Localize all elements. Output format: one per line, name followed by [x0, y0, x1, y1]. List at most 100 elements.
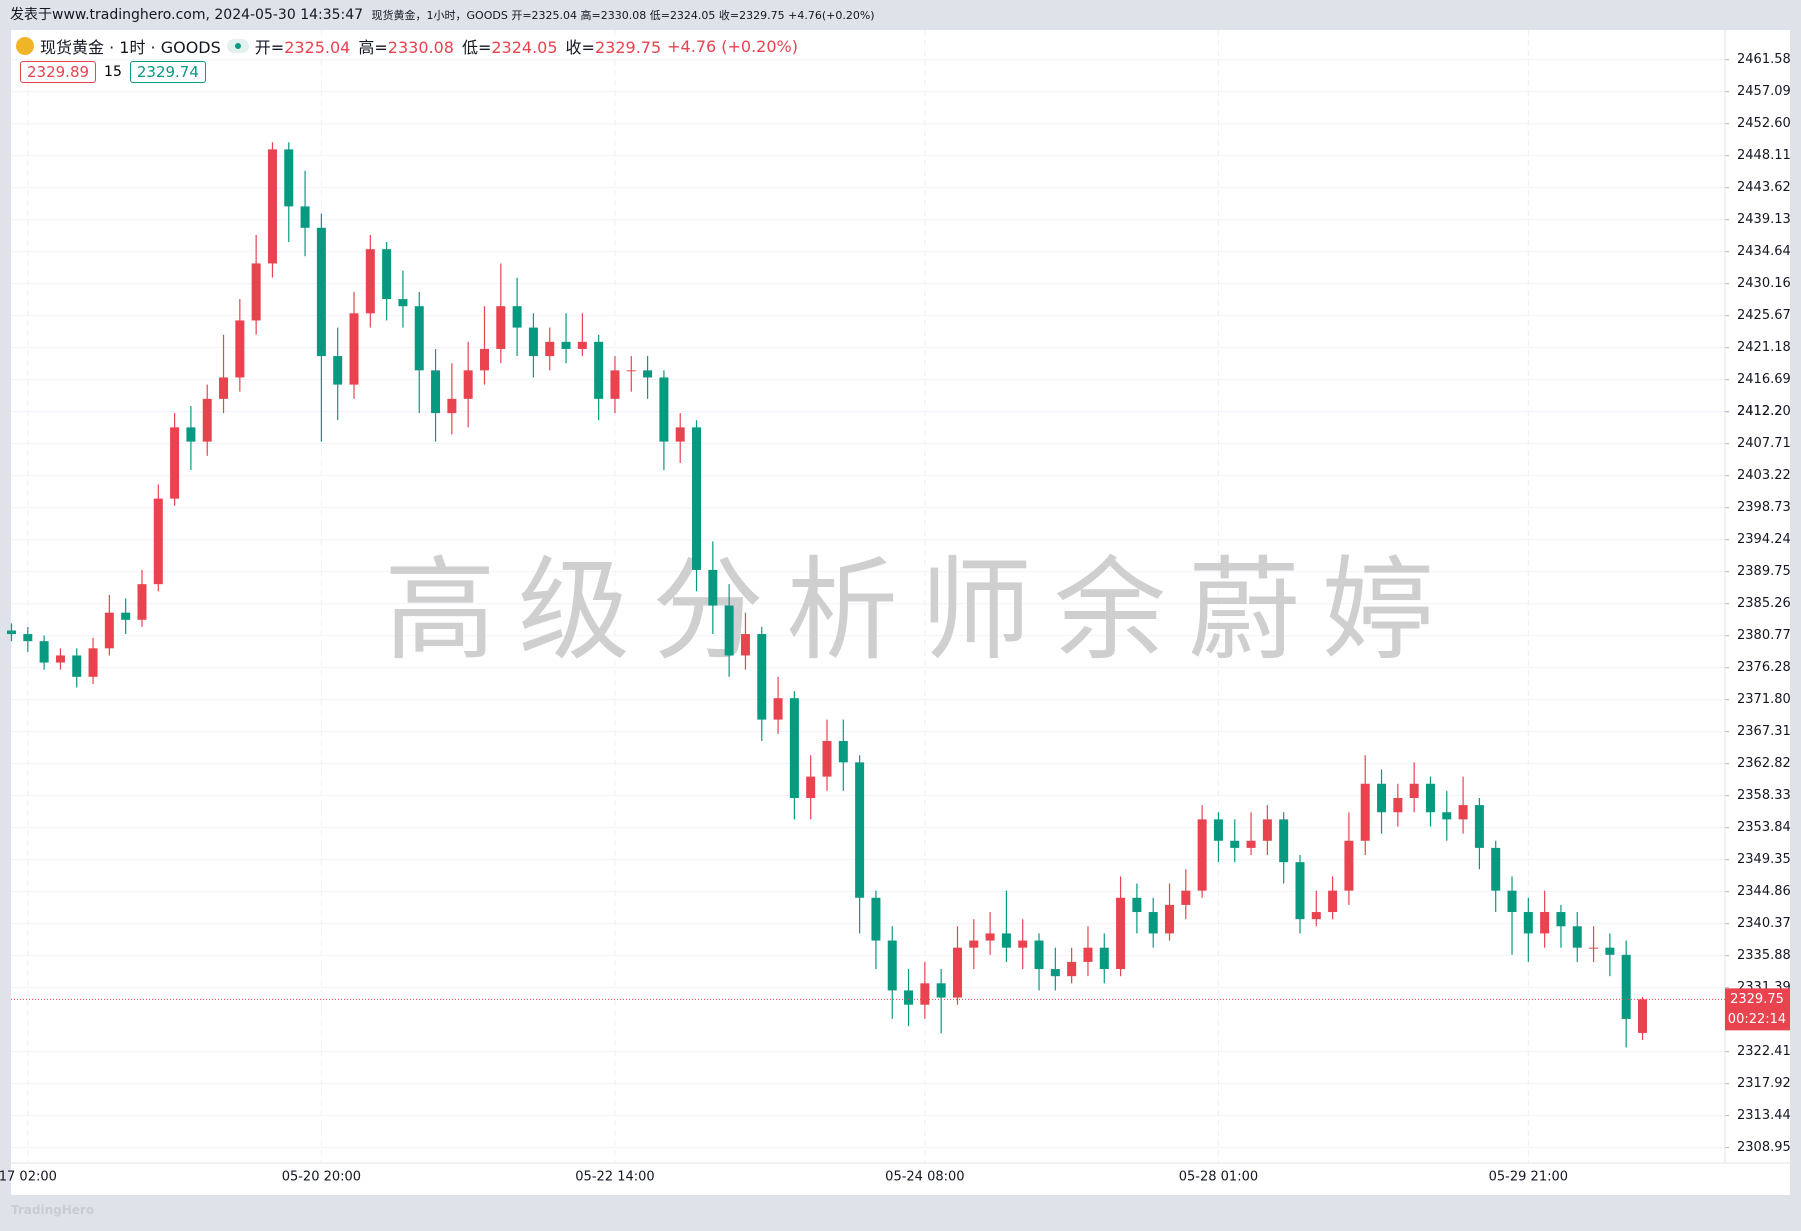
x-tick-label: 05-29 21:00 [1489, 1170, 1568, 1185]
candle-body [773, 698, 783, 720]
y-tick-label: 2335.88 [1737, 948, 1791, 963]
candle-body [920, 983, 930, 1005]
y-tick-label: 2394.24 [1737, 532, 1791, 547]
y-tick-label: 2398.73 [1737, 500, 1791, 515]
y-tick-label: 2448.11 [1737, 148, 1791, 163]
y-tick-label: 2389.75 [1737, 564, 1791, 579]
candle-body [1589, 947, 1599, 949]
y-tick-label: 2308.95 [1737, 1140, 1791, 1155]
y-tick-label: 2371.80 [1737, 692, 1791, 707]
candle-body [855, 762, 865, 898]
candle-body [1132, 897, 1142, 913]
y-tick-label: 2317.92 [1737, 1076, 1791, 1091]
ohlc-value: 2324.05 [491, 38, 558, 57]
x-tick-label: 05-22 14:00 [575, 1170, 654, 1185]
footer: TradingHero [11, 1203, 95, 1217]
ohlc-label: 低= [461, 38, 492, 57]
candle-body [170, 427, 180, 499]
y-tick-label: 2457.09 [1737, 84, 1791, 99]
candle-body [594, 341, 604, 399]
candle-body [72, 655, 82, 677]
candle-body [1262, 819, 1272, 841]
candle-body [431, 370, 441, 414]
candle-body [219, 377, 229, 399]
candle-body [284, 149, 294, 207]
y-tick-label: 2313.44 [1737, 1108, 1791, 1123]
symbol-icon [16, 37, 34, 55]
candle-body [1018, 940, 1028, 948]
x-tick-label: 05-20 20:00 [282, 1170, 361, 1185]
candle-body [545, 341, 555, 357]
candle-body [121, 612, 131, 620]
candle-body [512, 306, 522, 328]
candle-body [1067, 961, 1077, 977]
candle-body [1116, 897, 1126, 970]
market-status[interactable] [226, 39, 249, 53]
candle-body [153, 498, 163, 585]
y-tick-label: 2380.77 [1737, 628, 1791, 643]
candle-body [577, 341, 587, 349]
candle-body [55, 655, 65, 663]
bid[interactable]: 2329.89 [20, 61, 97, 83]
candle-body [463, 370, 473, 399]
y-tick-label: 2353.84 [1737, 820, 1791, 835]
y-tick-label: 2421.18 [1737, 340, 1791, 355]
x-tick-label: 05-24 08:00 [885, 1170, 964, 1185]
candle-body [1279, 819, 1289, 863]
candle-body [1605, 947, 1615, 955]
candle-body [1491, 847, 1501, 891]
published: 发表于www.tradinghero.com, 2024-05-30 14:35… [10, 7, 364, 23]
x-tick-label: 17 02:00 [0, 1170, 57, 1185]
ohlc-label: 高= [358, 38, 388, 57]
top-bar: 发表于www.tradinghero.com, 2024-05-30 14:35… [0, 0, 1801, 30]
ohlc-item: 收=2329.75 [566, 34, 662, 58]
legend: 现货黄金 · 1时 · GOODS 开=2325.04 高=2330.08 低=23… [16, 34, 798, 58]
candle-body [1523, 912, 1533, 934]
last-price-label: 2329.75 [1730, 992, 1784, 1007]
candle-body [1295, 862, 1305, 920]
candle-body [610, 370, 620, 399]
ohlc-value: 2330.08 [387, 38, 454, 57]
candle-body [626, 370, 636, 372]
ohlc-label: 收= [565, 38, 595, 57]
y-tick-label: 2358.33 [1737, 788, 1791, 803]
y-tick-label: 2344.86 [1737, 884, 1791, 899]
ask[interactable]: 2329.74 [129, 61, 206, 83]
spread: 15 [104, 64, 122, 80]
candle-body [1246, 840, 1256, 848]
y-tick-label: 2439.13 [1737, 212, 1791, 227]
candle-body [643, 370, 653, 378]
candle-body [708, 569, 718, 606]
ohlc-value: 2329.75 [594, 38, 662, 57]
candle-body [251, 263, 261, 321]
candle-body [789, 698, 799, 798]
candle-body [904, 990, 914, 1005]
candle-body [1213, 819, 1223, 841]
candle-body [23, 634, 33, 642]
y-tick-label: 2403.22 [1737, 468, 1791, 483]
candle-body [1458, 805, 1468, 820]
candle-body [479, 348, 489, 371]
y-tick-label: 2407.71 [1737, 436, 1791, 451]
candle-body [561, 341, 571, 349]
candle-body [871, 897, 881, 941]
watermark: 高级分析师余蔚婷 [384, 546, 1456, 676]
y-tick-label: 2322.41 [1737, 1044, 1791, 1059]
candle-body [1344, 840, 1354, 891]
candle-body [39, 641, 49, 663]
candle-body [202, 398, 212, 442]
candle-body [985, 933, 995, 941]
y-tick-label: 2425.67 [1737, 308, 1791, 323]
y-tick-label: 2367.31 [1737, 724, 1791, 739]
candle-body [757, 634, 767, 720]
candle-body [1377, 783, 1387, 813]
candle-body [398, 299, 408, 307]
candle-body [1474, 805, 1484, 848]
y-tick-label: 2340.37 [1737, 916, 1791, 931]
candle-body [1148, 912, 1158, 934]
candle-body [1507, 890, 1517, 913]
x-tick-label: 05-28 01:00 [1179, 1170, 1258, 1185]
candle-body [137, 584, 147, 620]
